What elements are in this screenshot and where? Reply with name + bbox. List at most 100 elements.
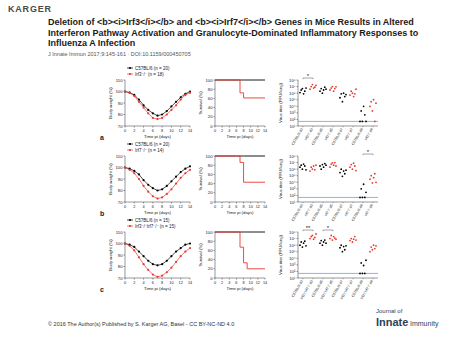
titer-point <box>313 165 315 167</box>
y-tick <box>214 183 216 184</box>
x-tick-label: 8 <box>243 281 245 285</box>
x-tick <box>229 126 230 128</box>
titer-point <box>365 259 367 261</box>
y-tick <box>214 126 216 127</box>
plot-area <box>124 242 191 278</box>
x-tick <box>323 202 324 203</box>
y-axis-title: Body weight (%) <box>108 87 113 119</box>
y-axis-title: Survival (%) <box>198 167 203 191</box>
titer-point <box>299 244 301 246</box>
x-tick <box>333 278 334 279</box>
titer-point <box>362 121 364 123</box>
weight-point <box>129 169 131 171</box>
legend-swatch <box>129 149 131 151</box>
y-tick <box>297 86 299 87</box>
y-tick <box>124 103 126 104</box>
titer-point <box>374 173 376 175</box>
x-tick <box>257 202 258 204</box>
weight-point <box>184 94 186 96</box>
y-tick <box>124 126 126 127</box>
y-axis <box>215 80 216 126</box>
x-tick <box>171 126 172 128</box>
legend-label: Irf7⁻/⁻ (n = 14) <box>135 148 164 153</box>
y-tick <box>297 169 299 170</box>
weight-point <box>147 191 149 193</box>
x-tick <box>363 278 364 279</box>
y-tick-label: 10³ <box>289 186 296 191</box>
y-axis <box>298 232 299 278</box>
y-tick-label: 10⁸ <box>289 154 296 159</box>
x-tick <box>333 126 334 127</box>
titer-point <box>329 89 331 91</box>
weight-point <box>138 173 140 175</box>
titer-point <box>329 238 331 240</box>
category-label: C57BL/6 d3 <box>291 204 304 222</box>
titer-point <box>332 86 334 88</box>
x-tick-label: 8 <box>161 205 163 209</box>
weight-point <box>166 110 168 112</box>
x-tick-label: 4 <box>143 281 145 285</box>
titer-point <box>333 164 335 166</box>
legend-swatch <box>129 67 131 69</box>
y-tick-label: 10⁵ <box>289 97 296 102</box>
x-tick-label: 8 <box>243 205 245 209</box>
titer-point <box>359 273 361 275</box>
x-tick-label: 6 <box>152 129 154 133</box>
weight-line <box>125 244 190 266</box>
weight-point <box>156 115 158 117</box>
titer-point <box>350 238 352 240</box>
x-tick-label: 14 <box>263 129 267 133</box>
titer-point <box>343 170 345 172</box>
journal-logo: Immunity <box>410 320 439 328</box>
y-tick-label: 10⁸ <box>289 78 296 83</box>
y-tick <box>297 195 299 196</box>
x-tick <box>353 278 354 279</box>
y-tick <box>124 266 126 267</box>
x-tick-label: 12 <box>179 129 183 133</box>
y-tick-label: 10⁵ <box>289 173 296 178</box>
titer-point <box>315 164 317 166</box>
x-tick <box>243 126 244 128</box>
weight-point <box>166 260 168 262</box>
weight-point <box>175 261 177 263</box>
titer-point <box>375 181 377 183</box>
x-axis-title: Time pi (days) <box>226 134 254 139</box>
titer-point <box>354 93 356 95</box>
titer-point <box>354 236 356 238</box>
titer-point <box>320 168 322 170</box>
weight-point <box>124 242 126 244</box>
significance-label: * <box>307 73 310 79</box>
x-tick <box>222 202 223 204</box>
x-tick <box>134 278 135 280</box>
x-tick <box>363 126 364 127</box>
titer-point <box>349 166 351 168</box>
y-tick-label: 10¹ <box>289 200 296 205</box>
titer-point <box>349 94 351 96</box>
y-tick <box>214 192 216 193</box>
journal-logo: Journal of <box>376 308 403 314</box>
weight-point <box>129 92 131 94</box>
weight-point <box>184 244 186 246</box>
x-tick-label: 0 <box>214 205 216 209</box>
y-tick <box>124 114 126 115</box>
weight-point <box>147 112 149 114</box>
titer-point <box>334 162 336 164</box>
titer-point <box>314 169 316 171</box>
titer-point <box>369 251 371 253</box>
x-axis <box>215 278 265 279</box>
x-tick-label: 4 <box>228 129 230 133</box>
slide-title: Deletion of <b><i>Irf3</i></b> and <b><i… <box>48 17 428 49</box>
titer-point <box>310 86 312 88</box>
titer-point <box>313 238 315 240</box>
titer-point <box>353 162 355 164</box>
titer-point <box>305 169 307 171</box>
titer-point <box>370 246 372 248</box>
y-tick-label: 20 <box>208 114 213 119</box>
copyright: © 2016 The Author(s) Published by S. Kar… <box>48 321 234 327</box>
legend-swatch <box>127 68 133 69</box>
x-tick <box>152 202 153 204</box>
plot-area <box>298 84 378 123</box>
weight-point <box>156 118 158 120</box>
weight-point <box>138 98 140 100</box>
titer-point <box>340 168 342 170</box>
